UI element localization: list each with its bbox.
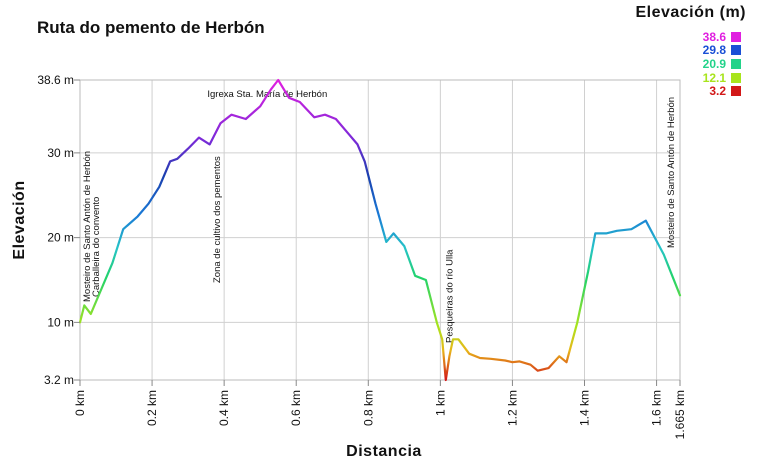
y-tick-label: 3.2 m (44, 373, 74, 387)
annotation-label: Carballeira do convento (91, 197, 102, 297)
y-tick-label: 30 m (47, 146, 74, 160)
legend-item: 38.6 (703, 30, 741, 44)
y-tick-label: 10 m (47, 315, 74, 329)
legend-value: 20.9 (702, 56, 726, 71)
elevation-line (78, 78, 682, 382)
legend-item: 20.9 (703, 57, 741, 71)
legend-value: 12.1 (702, 70, 726, 85)
legend-swatch (731, 72, 741, 83)
x-tick-label: 0 km (73, 390, 87, 416)
legend-item: 12.1 (703, 71, 741, 85)
y-tick-label: 38.6 m (37, 73, 74, 87)
chart-title: Ruta do pemento de Herbón (37, 18, 265, 37)
legend-value: 38.6 (702, 29, 726, 44)
legend-swatch (731, 45, 741, 56)
legend-swatch (731, 86, 741, 97)
annotation-label: Mosteiro de Santo Antón de Herbón (82, 151, 93, 302)
x-tick-label: 0.6 km (289, 390, 303, 426)
legend-item: 3.2 (703, 84, 741, 98)
x-tick-label: 0.2 km (145, 390, 159, 426)
x-tick-label: 1 km (433, 390, 447, 416)
legend-title: Elevación (m) (635, 4, 746, 21)
x-tick-label: 1.4 km (578, 390, 592, 426)
annotation-label: Mosteiro de Santo Antón de Herbón (666, 97, 677, 248)
annotation-label: Pesqueiras do río Ulla (444, 249, 455, 343)
plot-frame (79, 79, 681, 381)
legend-swatch (731, 58, 741, 69)
x-axis-title: Distancia (346, 443, 422, 460)
grid (79, 79, 681, 381)
annotation-label: Zona de cultivo dos pementos (212, 156, 223, 283)
legend-swatch (731, 31, 741, 42)
legend: 38.6 29.8 20.9 12.1 3.2 (703, 30, 741, 98)
x-tick-label: 0.8 km (361, 390, 375, 426)
x-axis: 0 km 0.2 km 0.4 km 0.6 km 0.8 km 1 km 1.2 km 1.… (73, 380, 687, 439)
x-tick-label: 1.2 km (505, 390, 519, 426)
x-tick-label: 1.6 km (650, 390, 664, 426)
elevation-series (78, 78, 682, 382)
y-axis: 3.2 m 10 m 20 m 30 m 38.6 m (37, 73, 80, 387)
legend-value: 3.2 (709, 84, 726, 99)
x-tick-label: 0.4 km (217, 390, 231, 426)
legend-value: 29.8 (702, 43, 726, 58)
y-axis-title: Elevación (11, 180, 28, 259)
x-tick-label: 1.665 km (673, 390, 687, 439)
legend-item: 29.8 (702, 43, 741, 58)
y-tick-label: 20 m (47, 231, 74, 245)
